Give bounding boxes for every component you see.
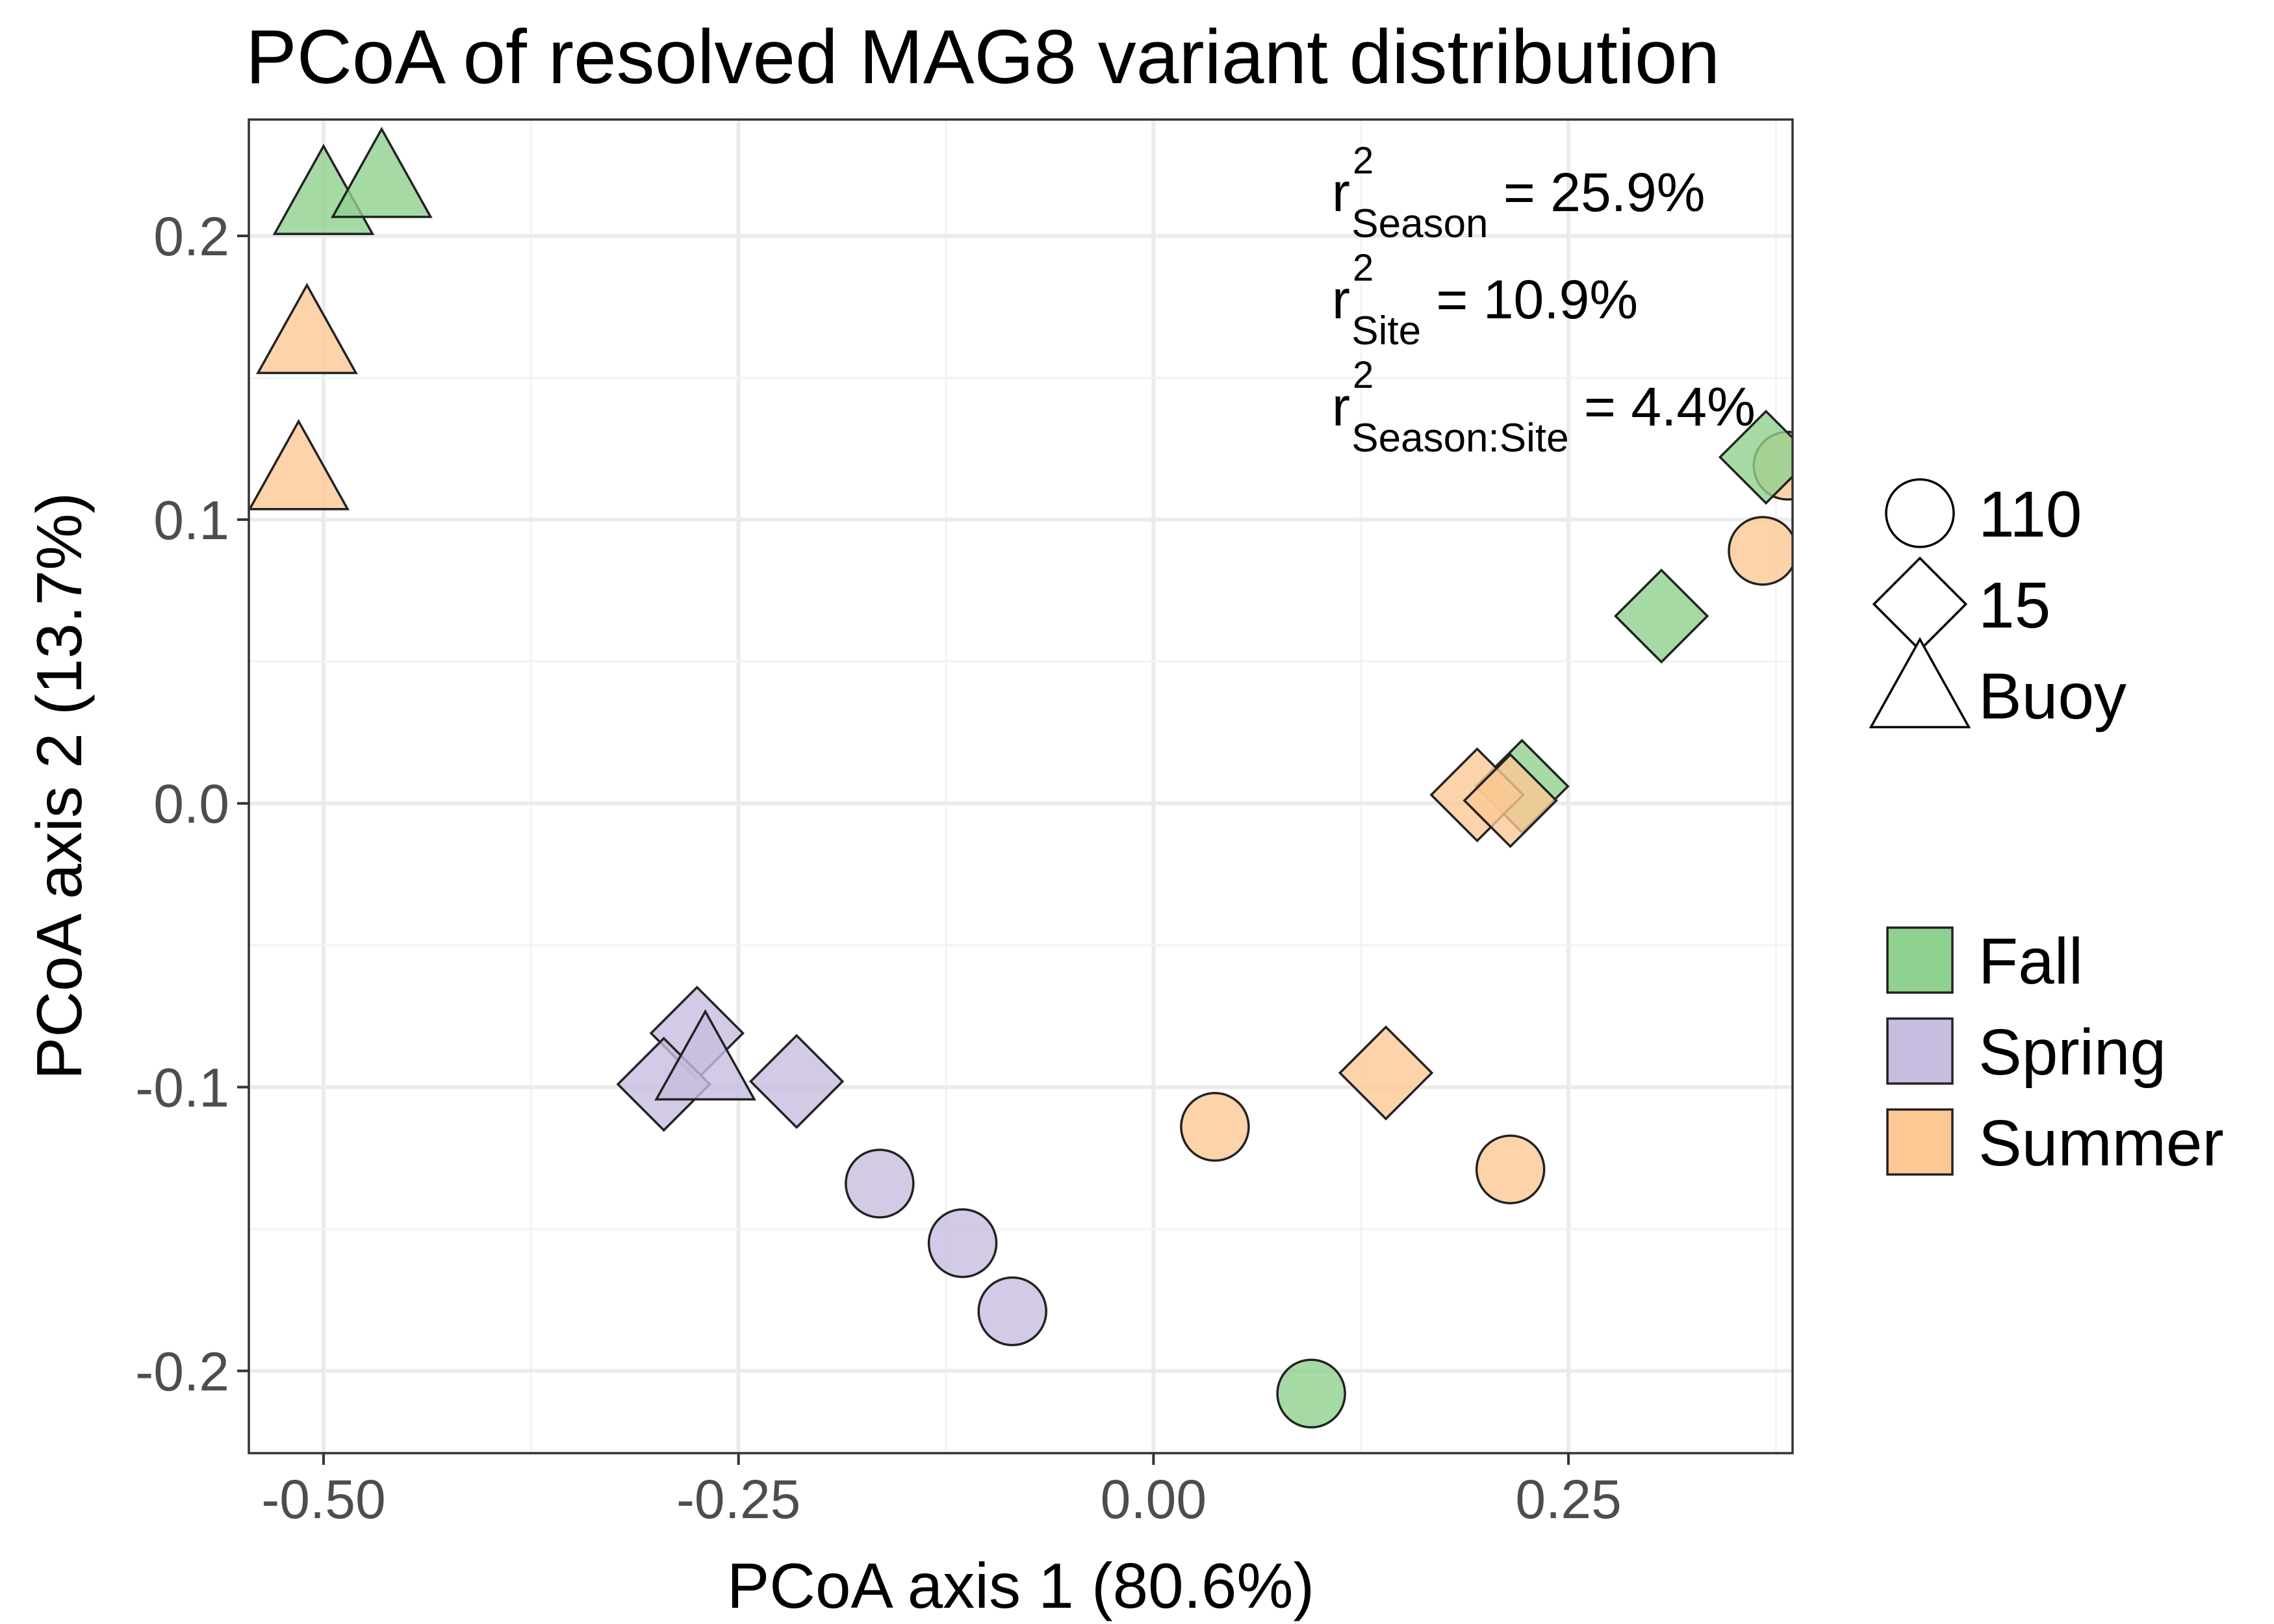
points-layer: [249, 127, 1913, 1429]
x-tick-label: -0.50: [261, 1469, 385, 1530]
data-point-spring-buoy: [654, 1009, 756, 1101]
data-point-summer-110: [1728, 516, 1793, 586]
r-squared-annotation: r2 Season = 25.9%: [1332, 140, 1705, 246]
plot-panel-border: [248, 118, 1794, 1454]
data-point-fall-15: [1613, 568, 1709, 664]
y-tick-label: 0.2: [153, 206, 229, 267]
data-point-spring-15: [748, 1034, 845, 1129]
data-point-summer-110: [1180, 1091, 1250, 1162]
y-tick-label: -0.1: [135, 1058, 229, 1119]
legend-label-site: 15: [1978, 569, 2050, 642]
data-point-fall-110: [1825, 387, 1893, 454]
legend-label-site: Buoy: [1978, 660, 2127, 733]
data-point-spring-110: [845, 1148, 915, 1219]
data-point-spring-110: [927, 1208, 998, 1278]
legend-key-circle-icon: [1885, 478, 1955, 548]
data-point-summer-buoy: [249, 418, 350, 511]
r-squared-annotation: r2 Season:Site = 4.4%: [1332, 354, 1756, 461]
y-tick-label: 0.0: [153, 774, 229, 835]
x-tick-label: 0.25: [1515, 1469, 1622, 1530]
data-point-fall-110: [1845, 375, 1913, 443]
data-point-fall-15: [1718, 409, 1793, 505]
legend-swatch-fall: [1886, 926, 1954, 994]
data-point-summer-15: [1463, 753, 1558, 848]
axis-ticks: -0.50 -0.25 0.00 0.25 -0.2 -0.1 0.0 0.1 0.2: [135, 206, 1622, 1530]
legend-season: Fall Spring Summer: [1886, 925, 2224, 1180]
data-point-spring-110: [977, 1276, 1047, 1347]
data-point-fall-110: [1276, 1358, 1346, 1429]
legend-label-season: Spring: [1978, 1016, 2166, 1089]
r-squared-annotation: r2 Site = 10.9%: [1332, 247, 1638, 353]
legend-swatch-summer: [1886, 1108, 1954, 1176]
legend-key-diamond-icon: [1872, 556, 1968, 652]
data-point-summer-buoy: [256, 283, 358, 374]
chart-title: PCoA of resolved MAG8 variant distributi…: [246, 14, 1720, 100]
legend-label-season: Fall: [1978, 925, 2083, 998]
legend-swatch-spring: [1886, 1017, 1954, 1085]
y-axis-title: PCoA axis 2 (13.7%): [23, 492, 95, 1080]
data-point-fall-buoy: [331, 127, 433, 218]
x-axis-title: PCoA axis 1 (80.6%): [727, 1550, 1314, 1621]
legend-label-site: 110: [1978, 478, 2082, 551]
x-tick-label: 0.00: [1101, 1469, 1207, 1530]
x-tick-label: -0.25: [676, 1469, 800, 1530]
legend-site: 110 15 Buoy: [1869, 478, 2127, 733]
y-tick-label: -0.2: [135, 1341, 229, 1402]
data-point-summer-15: [1338, 1025, 1434, 1121]
data-point-summer-110: [1475, 1134, 1546, 1204]
legend-key-triangle-icon: [1869, 637, 1971, 729]
y-tick-label: 0.1: [153, 490, 229, 551]
legend-label-season: Summer: [1978, 1107, 2224, 1180]
r-squared-annotations: r2 Season = 25.9%r2 Site = 10.9%r2 Season:S…: [1332, 140, 1756, 461]
